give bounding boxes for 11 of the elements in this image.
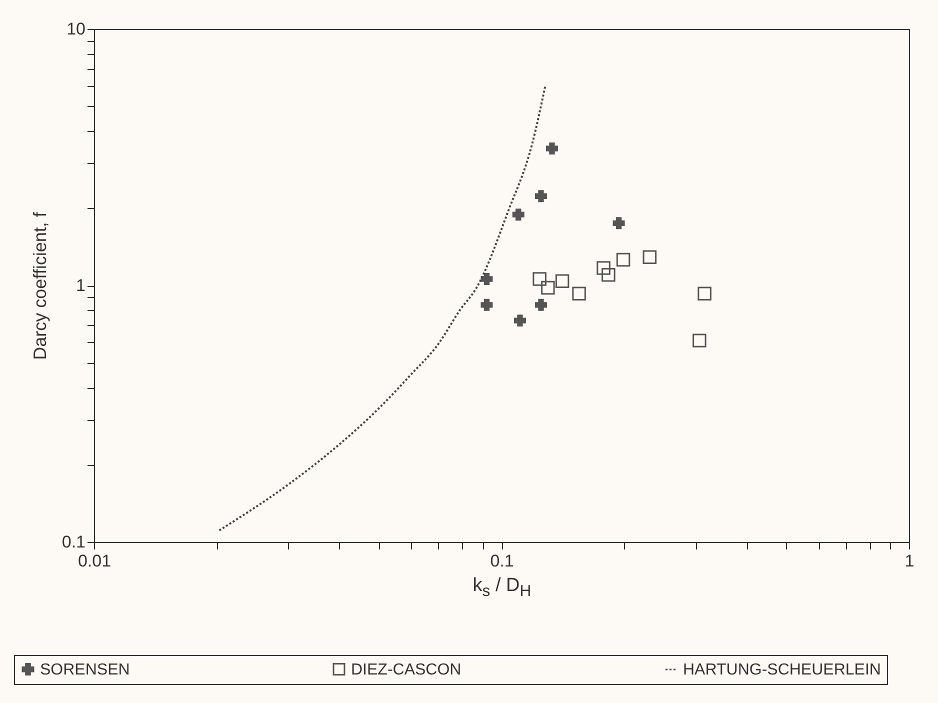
legend-label: HARTUNG-SCHEUERLEIN — [683, 662, 881, 678]
x-tick-label: 0.1 — [490, 552, 514, 570]
x-tick-label: 0.01 — [78, 552, 112, 570]
x-tick-label: 1 — [904, 552, 914, 570]
legend-label: SORENSEN — [40, 661, 130, 678]
y-tick-label: 0.1 — [62, 532, 86, 552]
y-tick-label: 10 — [66, 20, 86, 38]
legend-label: DIEZ-CASCON — [351, 661, 462, 678]
x-axis-title: k$_{s}$ / D$_{H}$ — [472, 575, 532, 601]
y-tick-label: 1 — [76, 276, 86, 295]
y-axis-title: Darcy coefficient, f — [30, 211, 50, 360]
